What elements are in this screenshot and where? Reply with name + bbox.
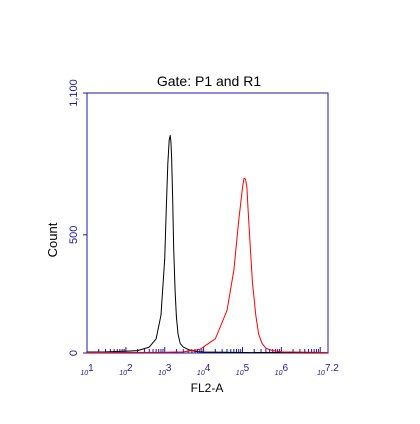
- x-axis-label: FL2-A: [191, 381, 224, 395]
- chart-title: Gate: P1 and R1: [157, 73, 262, 89]
- x-tick-label: 101: [80, 363, 94, 377]
- x-tick-label: 102: [119, 363, 133, 377]
- plot-area-frame: [86, 92, 329, 354]
- series-line-1: [86, 177, 329, 354]
- y-tick-label: 500: [68, 226, 80, 244]
- x-tick-labels: 101 102 103 104 105 106 107.2: [80, 363, 339, 377]
- y-tick-label: 1,100: [68, 79, 80, 107]
- y-tick-label: 0: [68, 350, 80, 356]
- x-tick-label: 105: [236, 363, 250, 377]
- y-axis: 0 500 1,100: [68, 79, 87, 356]
- series-line-0: [86, 135, 329, 354]
- x-tick-label: 106: [275, 363, 289, 377]
- x-tick-label: 107.2: [317, 363, 339, 377]
- y-axis-label: Count: [45, 222, 60, 257]
- x-tick-label: 104: [197, 363, 211, 377]
- series-layer: [86, 135, 329, 354]
- x-tick-label: 103: [158, 363, 172, 377]
